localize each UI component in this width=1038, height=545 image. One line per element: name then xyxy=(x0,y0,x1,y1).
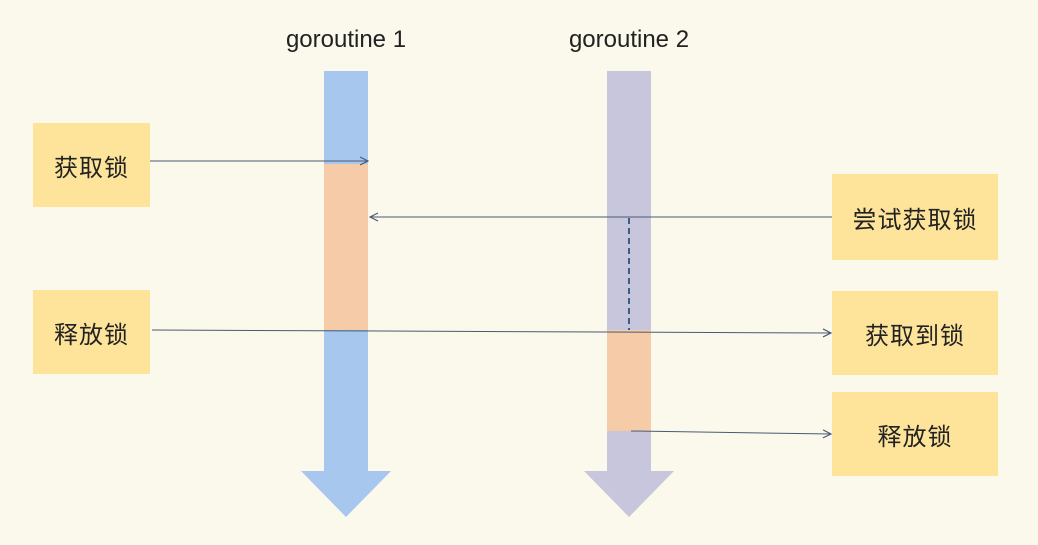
goroutine-1-title: goroutine 1 xyxy=(285,26,407,53)
release-to-acquired-arrow xyxy=(151,330,831,333)
goroutine-2-lane-arrowhead xyxy=(584,471,674,517)
label-box-lock-acquired: 获取到锁 xyxy=(832,291,998,375)
label-box-try-acquire-lock: 尝试获取锁 xyxy=(832,174,998,260)
goroutine-2-release-arrow xyxy=(630,431,831,434)
goroutine-1-lane-arrowhead xyxy=(301,471,391,517)
goroutine-1-lock-held-segment xyxy=(324,164,368,330)
label-box-release-lock-right: 释放锁 xyxy=(832,392,998,476)
goroutine-2-title: goroutine 2 xyxy=(568,26,690,53)
label-box-release-lock-left: 释放锁 xyxy=(33,290,150,374)
label-box-acquire-lock: 获取锁 xyxy=(33,123,150,207)
goroutine-2-lock-held-segment xyxy=(607,330,651,431)
